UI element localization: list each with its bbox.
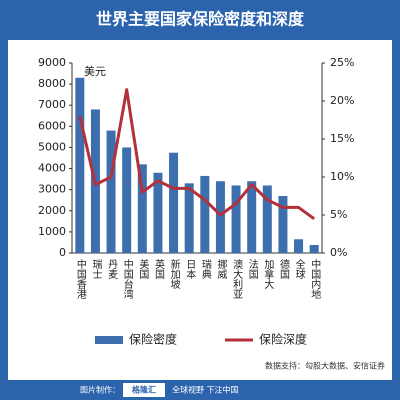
x-tick-label: 法国	[246, 258, 258, 280]
bar	[137, 164, 147, 253]
brand: 格隆汇	[132, 385, 156, 395]
bar	[262, 185, 272, 253]
y-tick-label: 0	[59, 246, 66, 259]
x-tick-label: 中国内地	[309, 258, 321, 299]
slogan: 全球视野 下注中国	[172, 385, 239, 395]
bar	[278, 196, 288, 253]
credit-label: 图片制作：	[80, 385, 120, 395]
bar	[169, 152, 179, 253]
x-tick-label: 瑞士	[90, 259, 102, 279]
x-tick-label: 挪威	[215, 258, 227, 280]
legend-label: 保险深度	[259, 332, 307, 347]
x-tick-label: 加拿大	[262, 259, 274, 290]
x-tick-label: 新加坡	[168, 258, 180, 290]
legend-label: 保险密度	[129, 332, 177, 347]
line	[78, 88, 316, 221]
bar	[309, 244, 319, 253]
y-tick-label: 5000	[38, 140, 66, 153]
x-tick-label: 美国	[137, 258, 149, 280]
bar	[106, 130, 116, 253]
x-tick-label: 全球	[293, 258, 305, 279]
bar	[200, 175, 210, 253]
legend-marker	[95, 336, 123, 344]
y-tick-label: 2000	[38, 204, 66, 217]
x-tick-label: 日本	[184, 259, 196, 280]
brand-badge	[123, 383, 165, 397]
y-tick-label: 7000	[38, 98, 66, 111]
x-tick-label: 丹麦	[106, 259, 118, 280]
bar	[153, 172, 163, 253]
x-tick-label: 英国	[152, 258, 164, 280]
y-tick-label: 9000	[38, 56, 66, 69]
bar	[184, 183, 194, 253]
y-tick-label: 1000	[38, 225, 66, 238]
x-tick-label: 中国香港	[74, 258, 86, 299]
y-tick-label: 8000	[38, 77, 66, 90]
source: 数据支持：勾股大数据、安信证券	[265, 361, 385, 371]
y2-tick-label: 5%	[330, 208, 347, 221]
bar	[215, 181, 225, 253]
bar	[75, 77, 85, 254]
unit-label: 美元	[84, 65, 106, 78]
x-tick-label: 瑞典	[199, 259, 211, 280]
y-tick-label: 4000	[38, 162, 66, 175]
y-tick-label: 6000	[38, 119, 66, 132]
y2-tick-label: 0%	[330, 246, 347, 259]
chart-title: 世界主要国家保险密度和深度	[96, 10, 305, 29]
y2-tick-label: 10%	[330, 170, 354, 183]
x-tick-label: 德国	[277, 258, 289, 280]
y-tick-label: 3000	[38, 183, 66, 196]
y2-tick-label: 15%	[330, 132, 354, 145]
bar	[122, 147, 132, 253]
bar	[247, 181, 257, 253]
bar	[294, 239, 304, 253]
x-tick-label: 中国台湾	[121, 258, 133, 300]
y2-tick-label: 25%	[330, 56, 354, 69]
x-tick-label: 澳大利亚	[231, 258, 243, 299]
y2-tick-label: 20%	[330, 94, 354, 107]
bar	[231, 185, 241, 253]
